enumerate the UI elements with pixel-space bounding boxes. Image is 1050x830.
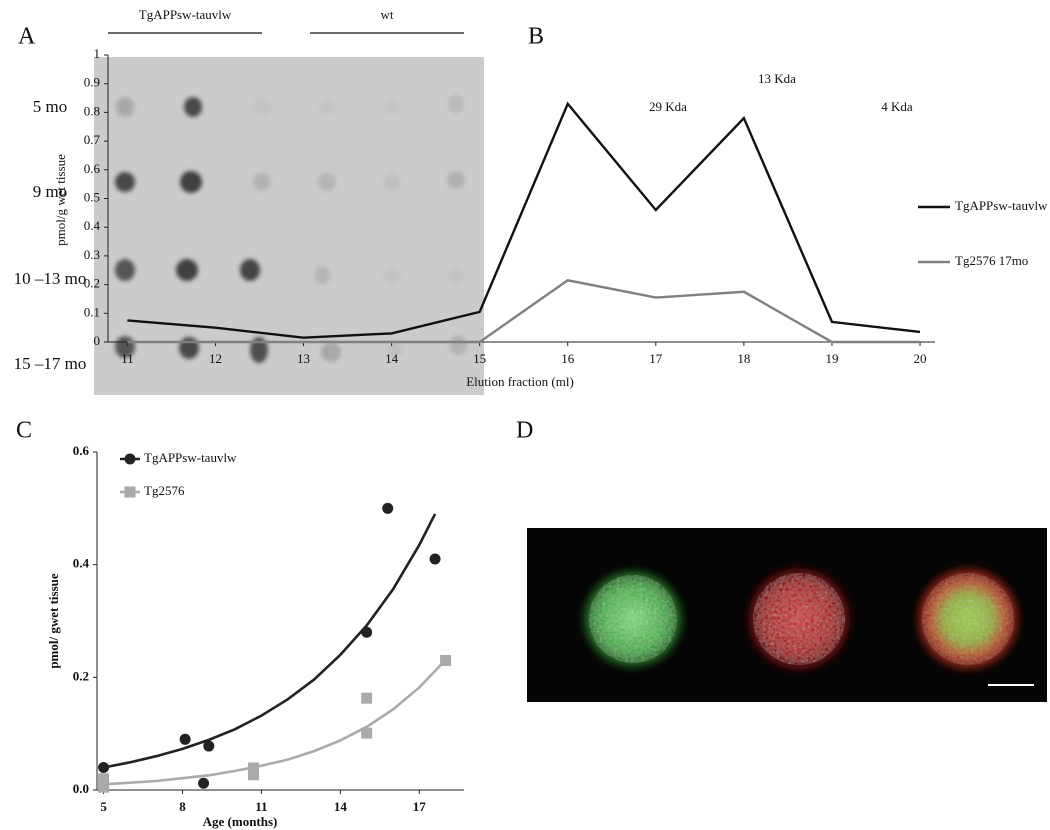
- data-line: [127, 101, 921, 339]
- y-tick-label: 0: [94, 333, 101, 348]
- row-label: 15 –17 mo: [14, 354, 87, 373]
- fit-curve: [103, 658, 447, 786]
- micrograph-blobs: [583, 567, 1034, 686]
- data-point: [98, 761, 110, 773]
- data-point: [203, 740, 215, 752]
- x-tick-label: 14: [334, 799, 348, 814]
- data-point: [98, 781, 110, 793]
- y-tick-label: 0.9: [84, 75, 100, 90]
- data-point: [198, 777, 210, 789]
- panel-label: A: [18, 24, 36, 50]
- row-label: 9 mo: [33, 182, 67, 201]
- annotation: 4 Kda: [881, 99, 913, 114]
- y-tick-label: 0.4: [84, 218, 101, 233]
- y-tick-label: 0.6: [84, 161, 101, 176]
- data-point: [248, 769, 260, 781]
- x-axis-title: Age (months): [203, 814, 278, 829]
- y-tick-label: 0.2: [84, 276, 100, 291]
- y-tick-label: 0.6: [73, 443, 90, 458]
- row-label: 10 –13 mo: [14, 269, 87, 288]
- x-tick-label: 17: [649, 351, 663, 366]
- y-tick-label: 0.3: [84, 247, 100, 262]
- panel-label: C: [16, 418, 32, 444]
- annotation: 13 Kda: [758, 71, 796, 86]
- blot-dots: [115, 95, 467, 363]
- y-axis-title: pmol/g wet tissue: [53, 154, 68, 246]
- y-tick-label: 0.0: [73, 781, 89, 796]
- data-point: [361, 727, 373, 739]
- legend-label: TgAPPsw-tauvlw: [144, 450, 237, 465]
- y-tick-label: 0.7: [84, 132, 101, 147]
- x-tick-label: 15: [473, 351, 486, 366]
- data-point: [361, 692, 373, 704]
- legend-label: Tg2576: [144, 483, 185, 498]
- fit-curve: [103, 513, 437, 769]
- data-point: [429, 553, 441, 565]
- x-tick-label: 5: [100, 799, 107, 814]
- data-point: [382, 502, 394, 514]
- y-axis-title: pmol/ gwet tissue: [46, 573, 61, 669]
- data-point: [440, 654, 452, 666]
- x-tick-label: 11: [255, 799, 267, 814]
- data-point: [98, 773, 110, 785]
- x-tick-label: 18: [737, 351, 750, 366]
- legend-marker: [124, 486, 136, 498]
- legend-marker: [124, 453, 136, 465]
- legend-label: TgAPPsw-tauvlw 17mo: [955, 198, 1050, 213]
- panel-label: B: [528, 24, 544, 50]
- x-tick-label: 8: [179, 799, 186, 814]
- annotation: 29 Kda: [649, 99, 687, 114]
- y-tick-label: 0.5: [84, 189, 100, 204]
- x-tick-label: 12: [209, 351, 222, 366]
- group-label: wt: [381, 7, 394, 22]
- x-axis-title: Elution fraction (ml): [466, 374, 574, 389]
- y-tick-label: 0.4: [73, 556, 90, 571]
- row-label: 5 mo: [33, 97, 67, 116]
- x-tick-label: 16: [561, 351, 575, 366]
- x-tick-label: 20: [914, 351, 927, 366]
- x-tick-label: 11: [121, 351, 134, 366]
- group-label: TgAPPsw-tauvlw: [139, 7, 232, 22]
- x-tick-label: 19: [825, 351, 838, 366]
- data-point: [361, 626, 373, 638]
- data-line: [127, 279, 921, 344]
- blot-membrane: [94, 57, 484, 395]
- y-tick-label: 0.1: [84, 304, 100, 319]
- y-tick-label: 1: [94, 46, 101, 61]
- panel-label: D: [516, 418, 533, 444]
- x-tick-label: 14: [385, 351, 399, 366]
- x-tick-label: 13: [297, 351, 310, 366]
- y-tick-label: 0.8: [84, 103, 100, 118]
- data-point: [248, 762, 260, 774]
- y-tick-label: 0.2: [73, 668, 89, 683]
- x-tick-label: 17: [413, 799, 427, 814]
- legend-label: Tg2576 17mo: [955, 253, 1028, 268]
- data-point: [179, 733, 191, 745]
